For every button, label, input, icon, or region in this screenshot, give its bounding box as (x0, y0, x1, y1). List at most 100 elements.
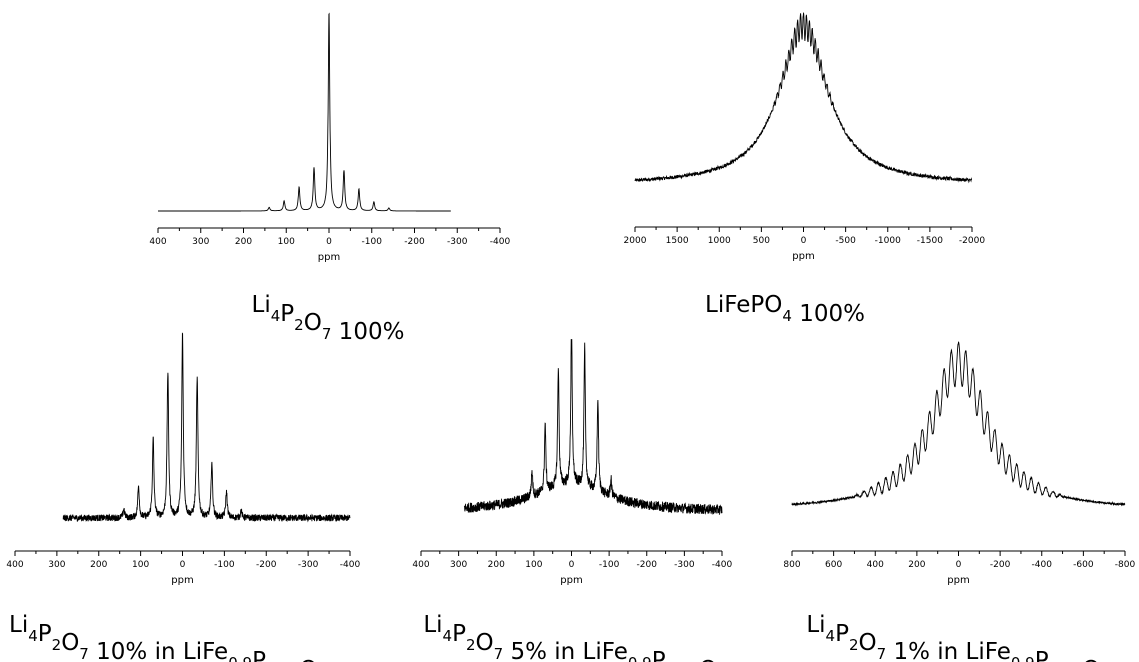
caption-element: LiFe (583, 639, 628, 662)
x-tick-label: 1500 (666, 236, 689, 246)
panel-p1: 400 300 200 100 0 -100 -200 -300 -400 ppm Li4P2O7 … (149, 12, 511, 345)
caption-element: P (1035, 648, 1049, 662)
x-tick-label: -600 (1073, 560, 1094, 570)
x-tick-label: -100 (599, 560, 620, 570)
x-tick-label: -100 (362, 237, 383, 247)
spectrum-line (158, 12, 451, 212)
x-axis-title: ppm (792, 251, 814, 262)
caption-subscript: 0.9 (628, 654, 652, 662)
x-tick-label: -400 (490, 237, 511, 247)
caption-element: Li (9, 612, 28, 638)
caption-element: O (859, 630, 877, 656)
x-tick-label: 0 (801, 236, 807, 246)
caption-element: P (280, 301, 294, 327)
caption-subscript: 4 (271, 307, 281, 325)
x-tick-label: -200 (404, 237, 425, 247)
panel-caption: Li4P2O7 1% in LiFe0.9P0.95O4 (806, 612, 1109, 662)
x-tick-label: -200 (990, 560, 1011, 570)
x-axis-title: ppm (947, 575, 969, 586)
caption-subscript: 4 (782, 307, 792, 325)
caption-subscript: 7 (877, 645, 887, 662)
caption-subscript: 2 (849, 636, 859, 654)
caption-element: Li (252, 292, 271, 318)
caption-subscript: 2 (294, 316, 304, 334)
caption-element: P (38, 621, 52, 647)
x-tick-label: -300 (674, 560, 695, 570)
caption-subscript: 2 (52, 636, 62, 654)
x-tick-label: 0 (326, 237, 332, 247)
panel-p2: 2000 1500 1000 500 0 -500 -1000 -1500 -2000 ppm Li… (624, 12, 985, 327)
caption-subscript: 0.9 (1011, 654, 1035, 662)
caption-subscript: 2 (466, 636, 476, 654)
x-tick-label: 400 (149, 237, 166, 247)
caption-suffix: 1% in (886, 639, 965, 662)
caption-element: Li (806, 612, 825, 638)
x-tick-label: 200 (488, 560, 505, 570)
x-tick-label: 0 (569, 560, 575, 570)
caption-element: Li (423, 612, 442, 638)
caption-suffix: 100% (331, 319, 404, 345)
caption-element: LiFe (183, 639, 228, 662)
x-tick-label: 0 (180, 560, 186, 570)
caption-element: O (304, 310, 322, 336)
caption-suffix: 5% in (503, 639, 582, 662)
x-tick-label: -1000 (875, 236, 901, 246)
x-tick-label: 400 (867, 560, 884, 570)
x-tick-label: 400 (6, 560, 23, 570)
x-tick-label: -800 (1115, 560, 1136, 570)
caption-element: LiFe (966, 639, 1011, 662)
x-tick-label: -200 (256, 560, 277, 570)
x-tick-label: 100 (278, 237, 295, 247)
caption-element: P (452, 621, 466, 647)
x-tick-label: -1500 (917, 236, 943, 246)
caption-element: O (699, 657, 717, 662)
caption-element: P (652, 648, 666, 662)
spectrum-line (791, 341, 1126, 507)
caption-subscript: 4 (443, 627, 453, 645)
x-tick-label: -300 (298, 560, 319, 570)
x-tick-label: -400 (712, 560, 733, 570)
x-tick-label: -300 (447, 237, 468, 247)
x-tick-label: -400 (1032, 560, 1053, 570)
x-tick-label: -100 (214, 560, 235, 570)
caption-suffix: 10% in (89, 639, 183, 662)
caption-element: LiFePO (705, 292, 782, 318)
spectrum-line (463, 339, 723, 515)
panel-p4: 400 300 200 100 0 -100 -200 -300 -400ppmLi4P2O7 … (412, 339, 733, 662)
caption-element: O (299, 657, 317, 662)
caption-subscript: 7 (322, 325, 332, 343)
panel-caption: Li4P2O7 100% (252, 292, 405, 345)
caption-element: O (476, 630, 494, 656)
x-tick-label: 2000 (624, 236, 647, 246)
x-tick-label: 0 (956, 560, 962, 570)
x-tick-label: 600 (825, 560, 842, 570)
x-axis-title: ppm (560, 575, 582, 586)
panel-caption: Li4P2O7 10% in LiFe0.9P0.95O4 (9, 612, 327, 662)
caption-suffix: 100% (792, 301, 865, 327)
caption-element: O (61, 630, 79, 656)
caption-subscript: 7 (79, 645, 89, 662)
caption-element: O (1082, 657, 1100, 662)
panel-caption: Li4P2O7 5% in LiFe0.9P0.95O4 (423, 612, 726, 662)
x-tick-label: -2000 (959, 236, 985, 246)
x-tick-label: -500 (835, 236, 856, 246)
x-tick-label: -200 (637, 560, 658, 570)
x-tick-label: 1000 (708, 236, 731, 246)
x-tick-label: 300 (450, 560, 467, 570)
x-tick-label: 300 (48, 560, 65, 570)
spectrum-line (62, 332, 351, 523)
x-tick-label: -400 (340, 560, 361, 570)
caption-subscript: 4 (826, 627, 836, 645)
x-axis-title: ppm (171, 575, 193, 586)
x-tick-label: 200 (235, 237, 252, 247)
spectrum-line (634, 12, 972, 184)
panel-caption: LiFePO4 100% (705, 292, 865, 327)
caption-subscript: 7 (494, 645, 504, 662)
x-tick-label: 100 (132, 560, 149, 570)
caption-subscript: 4 (28, 627, 38, 645)
x-axis-title: ppm (318, 252, 340, 263)
x-tick-label: 200 (90, 560, 107, 570)
panel-p3: 400 300 200 100 0 -100 -200 -300 -400ppmLi4P2O7 … (6, 332, 361, 662)
caption-subscript: 0.9 (228, 654, 252, 662)
